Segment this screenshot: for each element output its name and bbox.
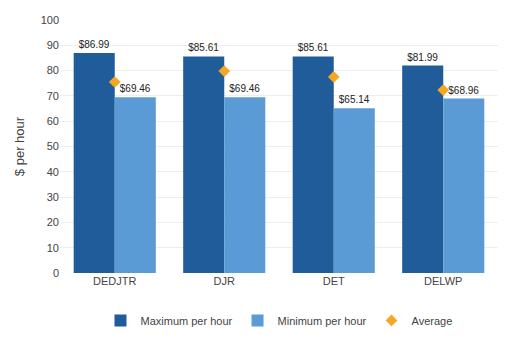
svg-text:$85.61: $85.61 (188, 42, 219, 53)
svg-text:Maximum per hour: Maximum per hour (141, 315, 233, 327)
svg-text:DET: DET (323, 275, 345, 287)
svg-text:$68.96: $68.96 (448, 85, 479, 96)
svg-text:$69.46: $69.46 (120, 83, 151, 94)
svg-text:$81.99: $81.99 (407, 52, 438, 63)
svg-text:Average: Average (412, 315, 453, 327)
svg-text:$65.14: $65.14 (339, 94, 370, 105)
svg-text:40: 40 (47, 166, 59, 178)
svg-text:100: 100 (41, 14, 59, 26)
svg-text:$ per hour: $ per hour (12, 116, 27, 176)
svg-text:0: 0 (53, 267, 59, 279)
svg-text:$69.46: $69.46 (229, 83, 260, 94)
svg-text:80: 80 (47, 64, 59, 76)
svg-text:70: 70 (47, 90, 59, 102)
svg-text:10: 10 (47, 242, 59, 254)
svg-text:50: 50 (47, 140, 59, 152)
svg-text:$85.61: $85.61 (298, 42, 329, 53)
svg-text:Minimum per hour: Minimum per hour (278, 315, 367, 327)
svg-text:DEDJTR: DEDJTR (93, 275, 136, 287)
svg-text:90: 90 (47, 39, 59, 51)
svg-text:$86.99: $86.99 (79, 39, 110, 50)
svg-text:30: 30 (47, 191, 59, 203)
svg-text:60: 60 (47, 115, 59, 127)
svg-text:DELWP: DELWP (424, 275, 462, 287)
svg-text:DJR: DJR (214, 275, 235, 287)
svg-text:20: 20 (47, 216, 59, 228)
